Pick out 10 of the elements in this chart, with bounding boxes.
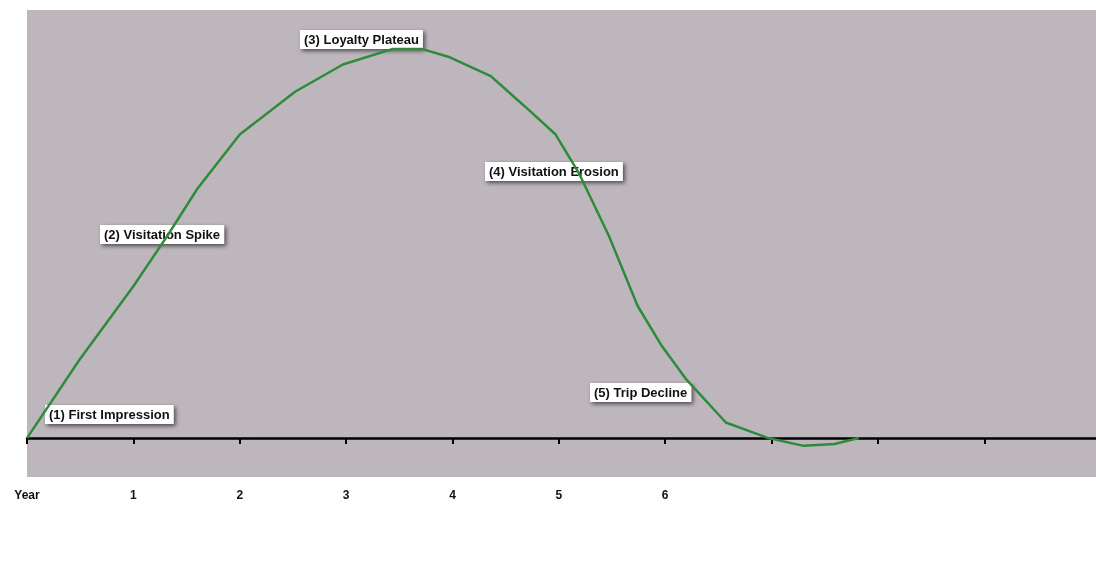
annotation: (5) Trip Decline: [594, 385, 688, 400]
x-tick-label: 3: [342, 488, 350, 502]
x-tick-label: Year: [14, 488, 41, 502]
annotation: (1) First Impression: [49, 407, 170, 422]
x-tick-label: 1: [130, 488, 138, 502]
x-tick-label: 6: [661, 488, 669, 502]
text: (3) Loyalty Plateau: [304, 32, 419, 47]
x-tick-label: 5: [555, 488, 563, 502]
x-tick-label: 4: [449, 488, 457, 502]
x-tick-label: 2: [236, 488, 244, 502]
